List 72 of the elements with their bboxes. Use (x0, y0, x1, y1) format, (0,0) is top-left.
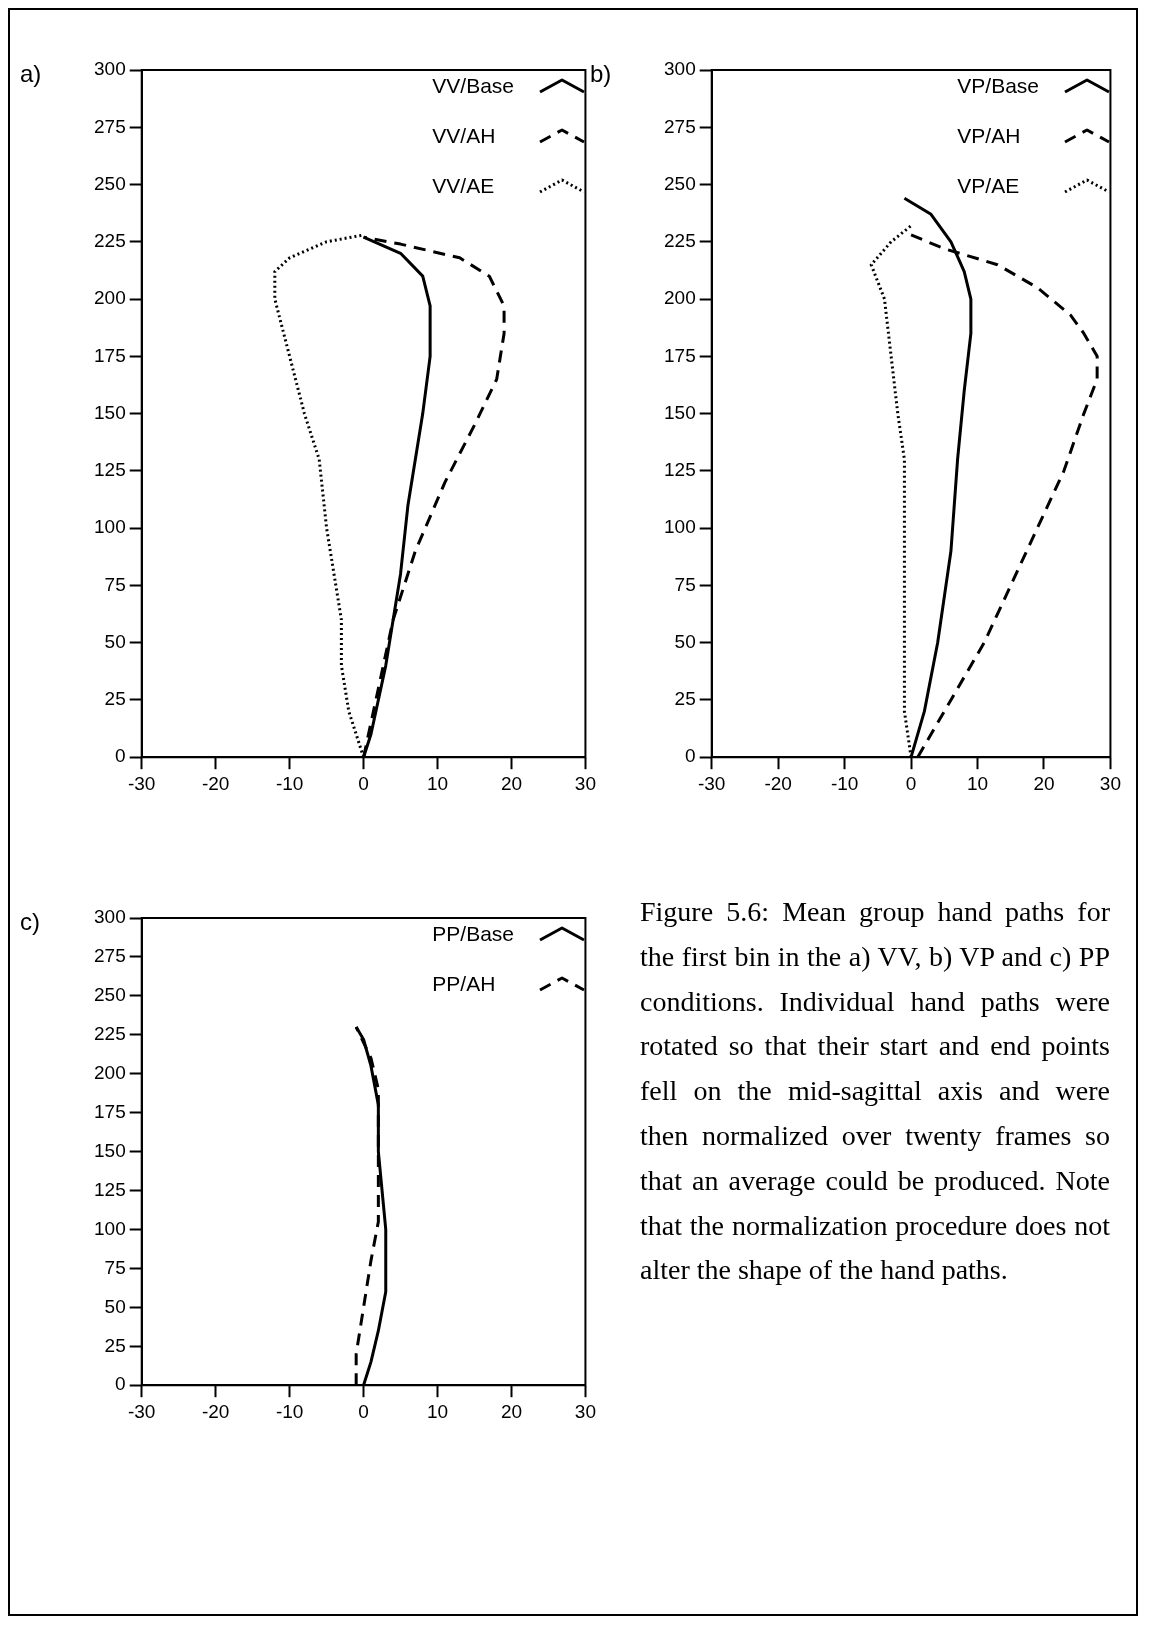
x-tick-label: -30 (127, 1400, 156, 1422)
text: Figure 5.6: Mean group hand paths for the first bin in the a) VV, b) VP and c) PP conditions. Individual hand paths were rotated so that their start and end points fell on the mid-sagittal axis and were then normalized over twenty frames so that an average could be produced. Note that the normalization procedure does not alter the shape of the hand paths. (640, 896, 1110, 1286)
legend-label: VP/AH (957, 124, 1021, 148)
chart-title: c) (20, 908, 40, 936)
y-tick-label: 225 (94, 230, 126, 252)
x-tick-label: 10 (966, 772, 989, 794)
y-tick-label: 100 (664, 516, 696, 538)
x-tick-label: 20 (500, 772, 523, 794)
y-tick-label: 175 (94, 344, 126, 366)
x-tick-label: 30 (1099, 772, 1121, 794)
y-tick-label: 225 (94, 1023, 126, 1045)
y-tick-label: 25 (674, 688, 696, 710)
x-tick-label: 10 (426, 1400, 449, 1422)
x-tick-label: 0 (358, 1400, 369, 1422)
x-tick-label: 30 (574, 772, 596, 794)
x-tick-label: -10 (830, 772, 859, 794)
y-tick-label: 175 (94, 1100, 126, 1122)
x-tick-label: -30 (127, 772, 156, 794)
y-tick-label: 25 (104, 1334, 126, 1356)
y-tick-label: 300 (94, 58, 126, 80)
y-tick-label: 275 (664, 115, 696, 137)
x-tick-label: -20 (764, 772, 792, 794)
y-tick-label: 200 (94, 287, 126, 309)
x-tick-label: -20 (201, 1400, 230, 1422)
y-tick-label: 125 (664, 459, 696, 481)
y-tick-label: 100 (94, 1217, 126, 1239)
y-tick-label: 275 (94, 945, 126, 967)
y-tick-label: 250 (94, 984, 126, 1006)
x-tick-label: -30 (697, 772, 726, 794)
y-tick-label: 0 (685, 745, 696, 767)
y-tick-label: 100 (94, 516, 126, 538)
x-tick-label: -10 (275, 772, 304, 794)
legend-label: VP/Base (957, 74, 1039, 98)
y-tick-label: 50 (104, 630, 126, 652)
x-tick-label: 10 (426, 772, 449, 794)
y-tick-label: 75 (104, 573, 126, 595)
x-tick-label: 30 (574, 1400, 596, 1422)
y-tick-label: 250 (664, 172, 696, 194)
y-tick-label: 150 (664, 401, 696, 423)
y-tick-label: 25 (104, 688, 126, 710)
x-tick-label: 0 (905, 772, 917, 794)
y-tick-label: 250 (94, 172, 126, 194)
y-tick-label: 225 (664, 230, 696, 252)
x-tick-label: -10 (275, 1400, 304, 1422)
y-tick-label: 125 (94, 459, 126, 481)
x-tick-label: -20 (201, 772, 230, 794)
legend-label: VV/AE (432, 174, 495, 198)
y-tick-label: 0 (115, 745, 126, 767)
legend-label: PP/Base (432, 922, 514, 946)
y-tick-label: 150 (94, 401, 126, 423)
legend-label: VV/AH (432, 124, 496, 148)
y-tick-label: 50 (104, 1295, 126, 1317)
y-tick-label: 50 (674, 630, 696, 652)
x-tick-label: 20 (1033, 772, 1055, 794)
legend-label: VP/AE (957, 174, 1020, 198)
x-tick-label: 20 (500, 1400, 523, 1422)
y-tick-label: 275 (94, 115, 126, 137)
y-tick-label: 0 (115, 1373, 126, 1395)
chart-title: b) (590, 60, 612, 88)
x-tick-label: 0 (358, 772, 369, 794)
y-tick-label: 200 (94, 1061, 126, 1083)
y-tick-label: 75 (674, 573, 696, 595)
y-tick-label: 300 (664, 58, 696, 80)
y-tick-label: 300 (94, 906, 126, 928)
y-tick-label: 75 (104, 1256, 126, 1278)
y-tick-label: 175 (664, 344, 696, 366)
y-tick-label: 150 (94, 1139, 126, 1161)
y-tick-label: 125 (94, 1178, 126, 1200)
y-tick-label: 200 (664, 287, 696, 309)
chart-title: a) (20, 60, 42, 88)
legend-label: VV/Base (432, 74, 514, 98)
legend-label: PP/AH (432, 972, 496, 996)
